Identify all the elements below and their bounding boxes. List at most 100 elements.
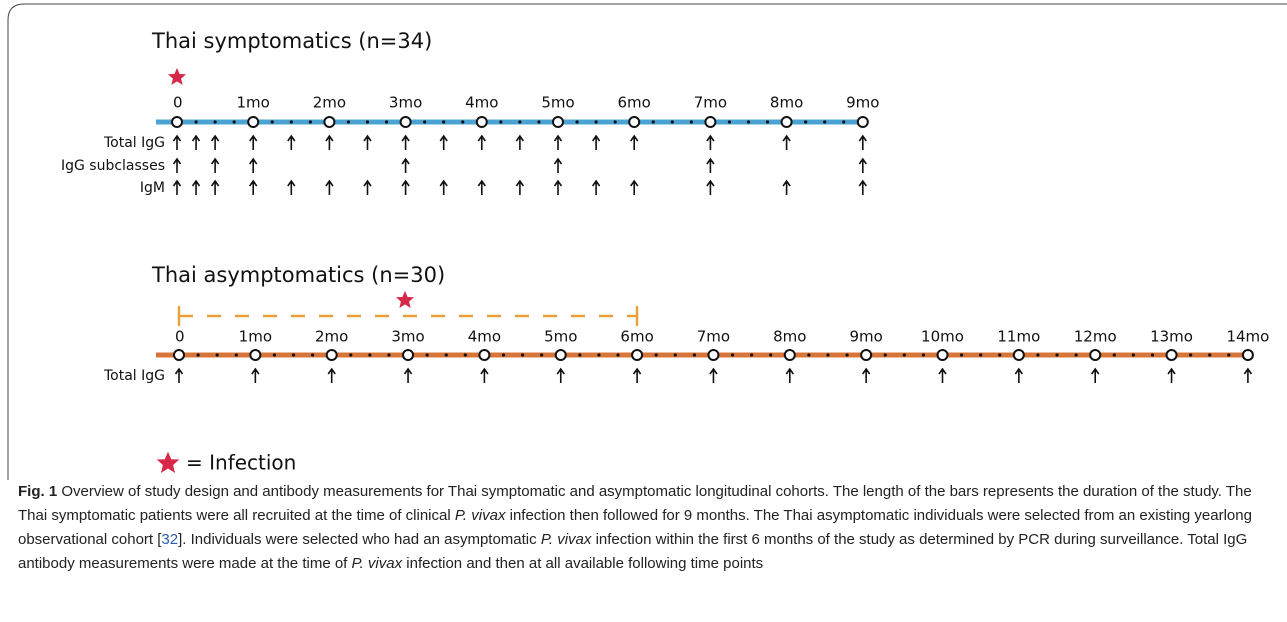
tick-label: 11mo bbox=[997, 328, 1040, 346]
dot bbox=[501, 353, 506, 357]
dot bbox=[670, 120, 674, 124]
dot bbox=[807, 353, 811, 357]
dot bbox=[234, 353, 238, 357]
timepoint bbox=[554, 349, 567, 361]
dot bbox=[368, 353, 372, 357]
timepoint bbox=[552, 116, 564, 128]
tick-label: 5mo bbox=[541, 94, 574, 112]
dot bbox=[765, 120, 770, 124]
caption-text: infection and then at all available foll… bbox=[402, 555, 764, 572]
tick-label: 5mo bbox=[544, 328, 577, 346]
sample-arrow bbox=[401, 179, 410, 195]
sample-arrow bbox=[632, 367, 642, 383]
dot bbox=[746, 120, 751, 124]
species: P. vivax bbox=[454, 507, 506, 524]
dot bbox=[308, 120, 312, 124]
row-label: Total IgG bbox=[103, 368, 165, 384]
dot bbox=[998, 353, 1002, 357]
sample-arrow bbox=[556, 367, 565, 383]
row-label: IgG subclasses bbox=[61, 158, 165, 174]
sample-arrow bbox=[401, 134, 410, 150]
sample-arrow bbox=[363, 134, 372, 150]
sample-arrow bbox=[858, 134, 867, 150]
dot bbox=[272, 353, 277, 357]
dot bbox=[1150, 353, 1155, 357]
dot bbox=[444, 353, 448, 357]
timepoint bbox=[475, 116, 488, 128]
dot bbox=[804, 120, 808, 124]
sample-arrow bbox=[363, 179, 372, 195]
dot bbox=[979, 353, 983, 357]
sample-arrow bbox=[249, 179, 258, 195]
tick-label: 0 bbox=[173, 94, 183, 112]
timepoint bbox=[860, 349, 873, 361]
dot bbox=[1189, 353, 1193, 357]
sample-arrow bbox=[630, 134, 639, 150]
tick-label: 14mo bbox=[1226, 328, 1269, 346]
dot bbox=[902, 353, 906, 357]
dot bbox=[1131, 353, 1135, 357]
sample-arrow bbox=[249, 157, 258, 173]
sample-arrow bbox=[191, 179, 201, 195]
tick-label: 3mo bbox=[391, 328, 424, 346]
tick-label: 9mo bbox=[846, 94, 879, 112]
sample-arrow bbox=[630, 179, 639, 195]
tick-label: 3mo bbox=[389, 94, 422, 112]
sample-arrow bbox=[785, 367, 794, 383]
sample-arrow bbox=[591, 179, 601, 195]
sample-arrow bbox=[515, 179, 525, 195]
dot bbox=[232, 120, 236, 124]
tick-label: 4mo bbox=[465, 94, 498, 112]
dot bbox=[1112, 353, 1116, 357]
dot bbox=[387, 353, 391, 357]
timepoint bbox=[631, 349, 644, 361]
panel-title: Thai asymptomatics (n=30) bbox=[151, 263, 445, 287]
sample-arrow bbox=[1014, 367, 1024, 383]
timepoint bbox=[783, 349, 796, 361]
dot bbox=[769, 353, 773, 357]
dot bbox=[291, 353, 296, 357]
tick-label: 7mo bbox=[697, 328, 730, 346]
sample-arrow bbox=[477, 179, 486, 195]
species: P. vivax bbox=[540, 531, 592, 548]
sample-arrow bbox=[249, 134, 258, 150]
tick-label: 4mo bbox=[468, 328, 501, 346]
dot bbox=[461, 120, 465, 124]
reference[interactable]: 32 bbox=[161, 531, 179, 548]
row-label: Total IgG bbox=[103, 135, 165, 151]
dot bbox=[578, 353, 582, 357]
frame bbox=[7, 3, 1287, 480]
sample-arrow bbox=[515, 134, 525, 150]
sample-arrow bbox=[401, 157, 410, 173]
sample-arrow bbox=[172, 179, 182, 195]
dot bbox=[196, 353, 200, 357]
tick-label: 0 bbox=[175, 328, 185, 346]
sample-arrow bbox=[251, 367, 260, 383]
dot bbox=[537, 120, 541, 124]
dot bbox=[349, 353, 353, 357]
dot bbox=[750, 353, 754, 357]
sample-arrow bbox=[591, 134, 601, 150]
dot bbox=[425, 353, 429, 357]
sample-arrow bbox=[191, 134, 201, 150]
sample-arrow bbox=[861, 367, 871, 383]
timepoint bbox=[704, 116, 717, 128]
timepoint bbox=[325, 349, 338, 361]
dot bbox=[597, 353, 601, 357]
tick-label: 10mo bbox=[921, 328, 964, 346]
tick-label: 13mo bbox=[1150, 328, 1193, 346]
sample-arrow bbox=[403, 367, 413, 383]
caption-text: Overview of study design and antibody me… bbox=[18, 483, 1252, 524]
legend-star bbox=[156, 451, 180, 473]
sample-arrow bbox=[858, 179, 867, 195]
caption-text: infection then followed for 9 months. Th… bbox=[18, 507, 1252, 548]
timepoint bbox=[402, 349, 415, 361]
tick-label: 2mo bbox=[315, 328, 348, 346]
sample-arrow bbox=[439, 134, 448, 150]
sample-arrow bbox=[553, 179, 563, 195]
dot bbox=[883, 353, 887, 357]
sample-arrow bbox=[174, 367, 184, 383]
tick-label: 7mo bbox=[694, 94, 727, 112]
dot bbox=[215, 353, 219, 357]
